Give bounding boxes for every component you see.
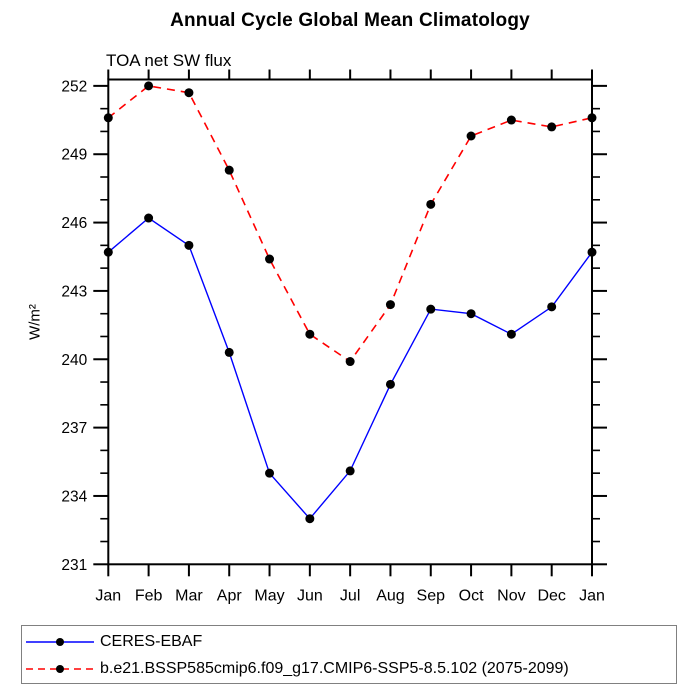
x-tick-label: Jun [297,587,323,604]
x-tick-label: Mar [175,587,203,604]
x-tick-label: Jan [579,587,605,604]
chart-title: Annual Cycle Global Mean Climatology [170,10,530,31]
data-point-marker [345,357,355,367]
x-tick-label: Dec [537,587,565,604]
data-point-marker [103,113,113,123]
y-tick-label: 243 [61,283,87,300]
data-point-marker [305,514,315,524]
data-point-marker [385,300,395,310]
legend-label: CERES-EBAF [100,632,203,650]
data-point-marker [144,81,154,91]
x-tick-label: Jan [95,587,121,604]
legend-sample-solid-line [26,637,94,646]
legend-marker-dot [56,637,64,646]
data-point-marker [466,309,476,319]
data-point-marker [184,240,194,250]
x-tick-label: Oct [459,587,484,604]
legend-item: CERES-EBAF [26,628,676,655]
x-tick-label: Apr [217,587,243,604]
plot-frame [107,78,594,566]
data-point-marker [547,302,557,312]
x-tick-label: Sep [417,587,446,604]
data-point-marker [385,379,395,389]
data-point-marker [426,304,436,314]
data-point-marker [466,131,476,141]
chart-subtitle: TOA net SW flux [106,51,232,70]
data-point-marker [587,247,597,257]
legend-label: b.e21.BSSP585cmip6.f09_g17.CMIP6-SSP5-8.… [100,659,569,677]
y-tick-label: 252 [61,78,87,95]
data-point-marker [144,213,154,223]
x-tick-label: Jul [340,587,360,604]
data-point-marker [506,115,516,125]
y-tick-label: 240 [61,352,87,369]
y-tick-label: 231 [61,557,87,574]
y-tick-label: 234 [61,488,87,505]
data-point-marker [506,329,516,339]
data-point-marker [224,165,234,175]
data-point-marker [265,254,275,264]
legend-sample-dashed-line [26,664,94,673]
y-tick-label: 246 [61,215,87,232]
legend-item: b.e21.BSSP585cmip6.f09_g17.CMIP6-SSP5-8.… [26,655,676,682]
legend-box: CERES-EBAF b.e21.BSSP585cmip6.f09_g17.CMI… [21,625,677,684]
series-line-b-e21-bssp585cmip6-f09-g17-cmi [107,85,593,363]
y-tick-label: 237 [61,420,87,437]
x-tick-label: May [254,587,284,604]
y-tick-label: 249 [61,147,87,164]
legend-marker-dot [56,664,64,673]
data-point-marker [547,122,557,132]
x-tick-label: Feb [135,587,163,604]
data-point-marker [305,329,315,339]
data-point-marker [426,199,436,209]
data-point-marker [345,466,355,476]
x-tick-label: Nov [497,587,525,604]
data-point-marker [224,347,234,357]
data-point-marker [184,88,194,98]
data-point-marker [103,247,113,257]
data-point-marker [265,468,275,478]
x-tick-label: Aug [376,587,404,604]
data-point-marker [587,113,597,123]
